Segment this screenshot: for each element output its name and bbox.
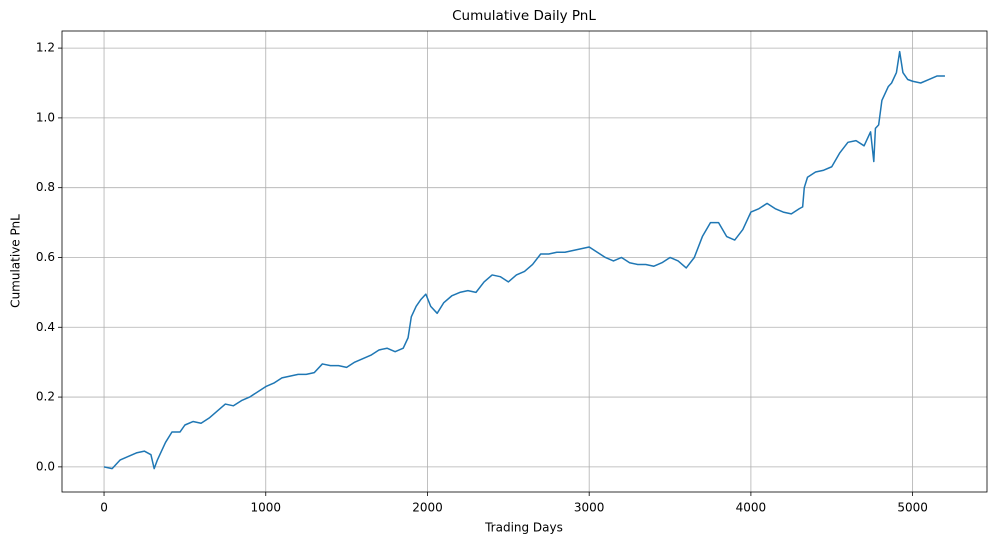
- data-line: [103, 50, 945, 470]
- y-tick-label: 0.8: [36, 180, 55, 194]
- plot-frame: [61, 30, 988, 493]
- x-tick-label: 0: [100, 501, 108, 515]
- y-tick-label: 1.0: [36, 110, 55, 124]
- y-tick-label: 0.4: [36, 320, 55, 334]
- y-axis-label: Cumulative PnL: [9, 214, 23, 308]
- y-tick-label: 1.2: [36, 41, 55, 55]
- y-tick-label: 0.0: [36, 459, 55, 473]
- x-axis-label: Trading Days: [484, 521, 563, 535]
- x-tick-label: 2000: [412, 501, 443, 515]
- x-tick-label: 5000: [897, 501, 928, 515]
- x-tick-label: 3000: [574, 501, 605, 515]
- x-tick-label: 1000: [250, 501, 281, 515]
- chart-title: Cumulative Daily PnL: [452, 8, 596, 24]
- y-tick-label: 0.6: [36, 250, 55, 264]
- y-tick-label: 0.2: [36, 390, 55, 404]
- x-tick-label: 4000: [736, 501, 767, 515]
